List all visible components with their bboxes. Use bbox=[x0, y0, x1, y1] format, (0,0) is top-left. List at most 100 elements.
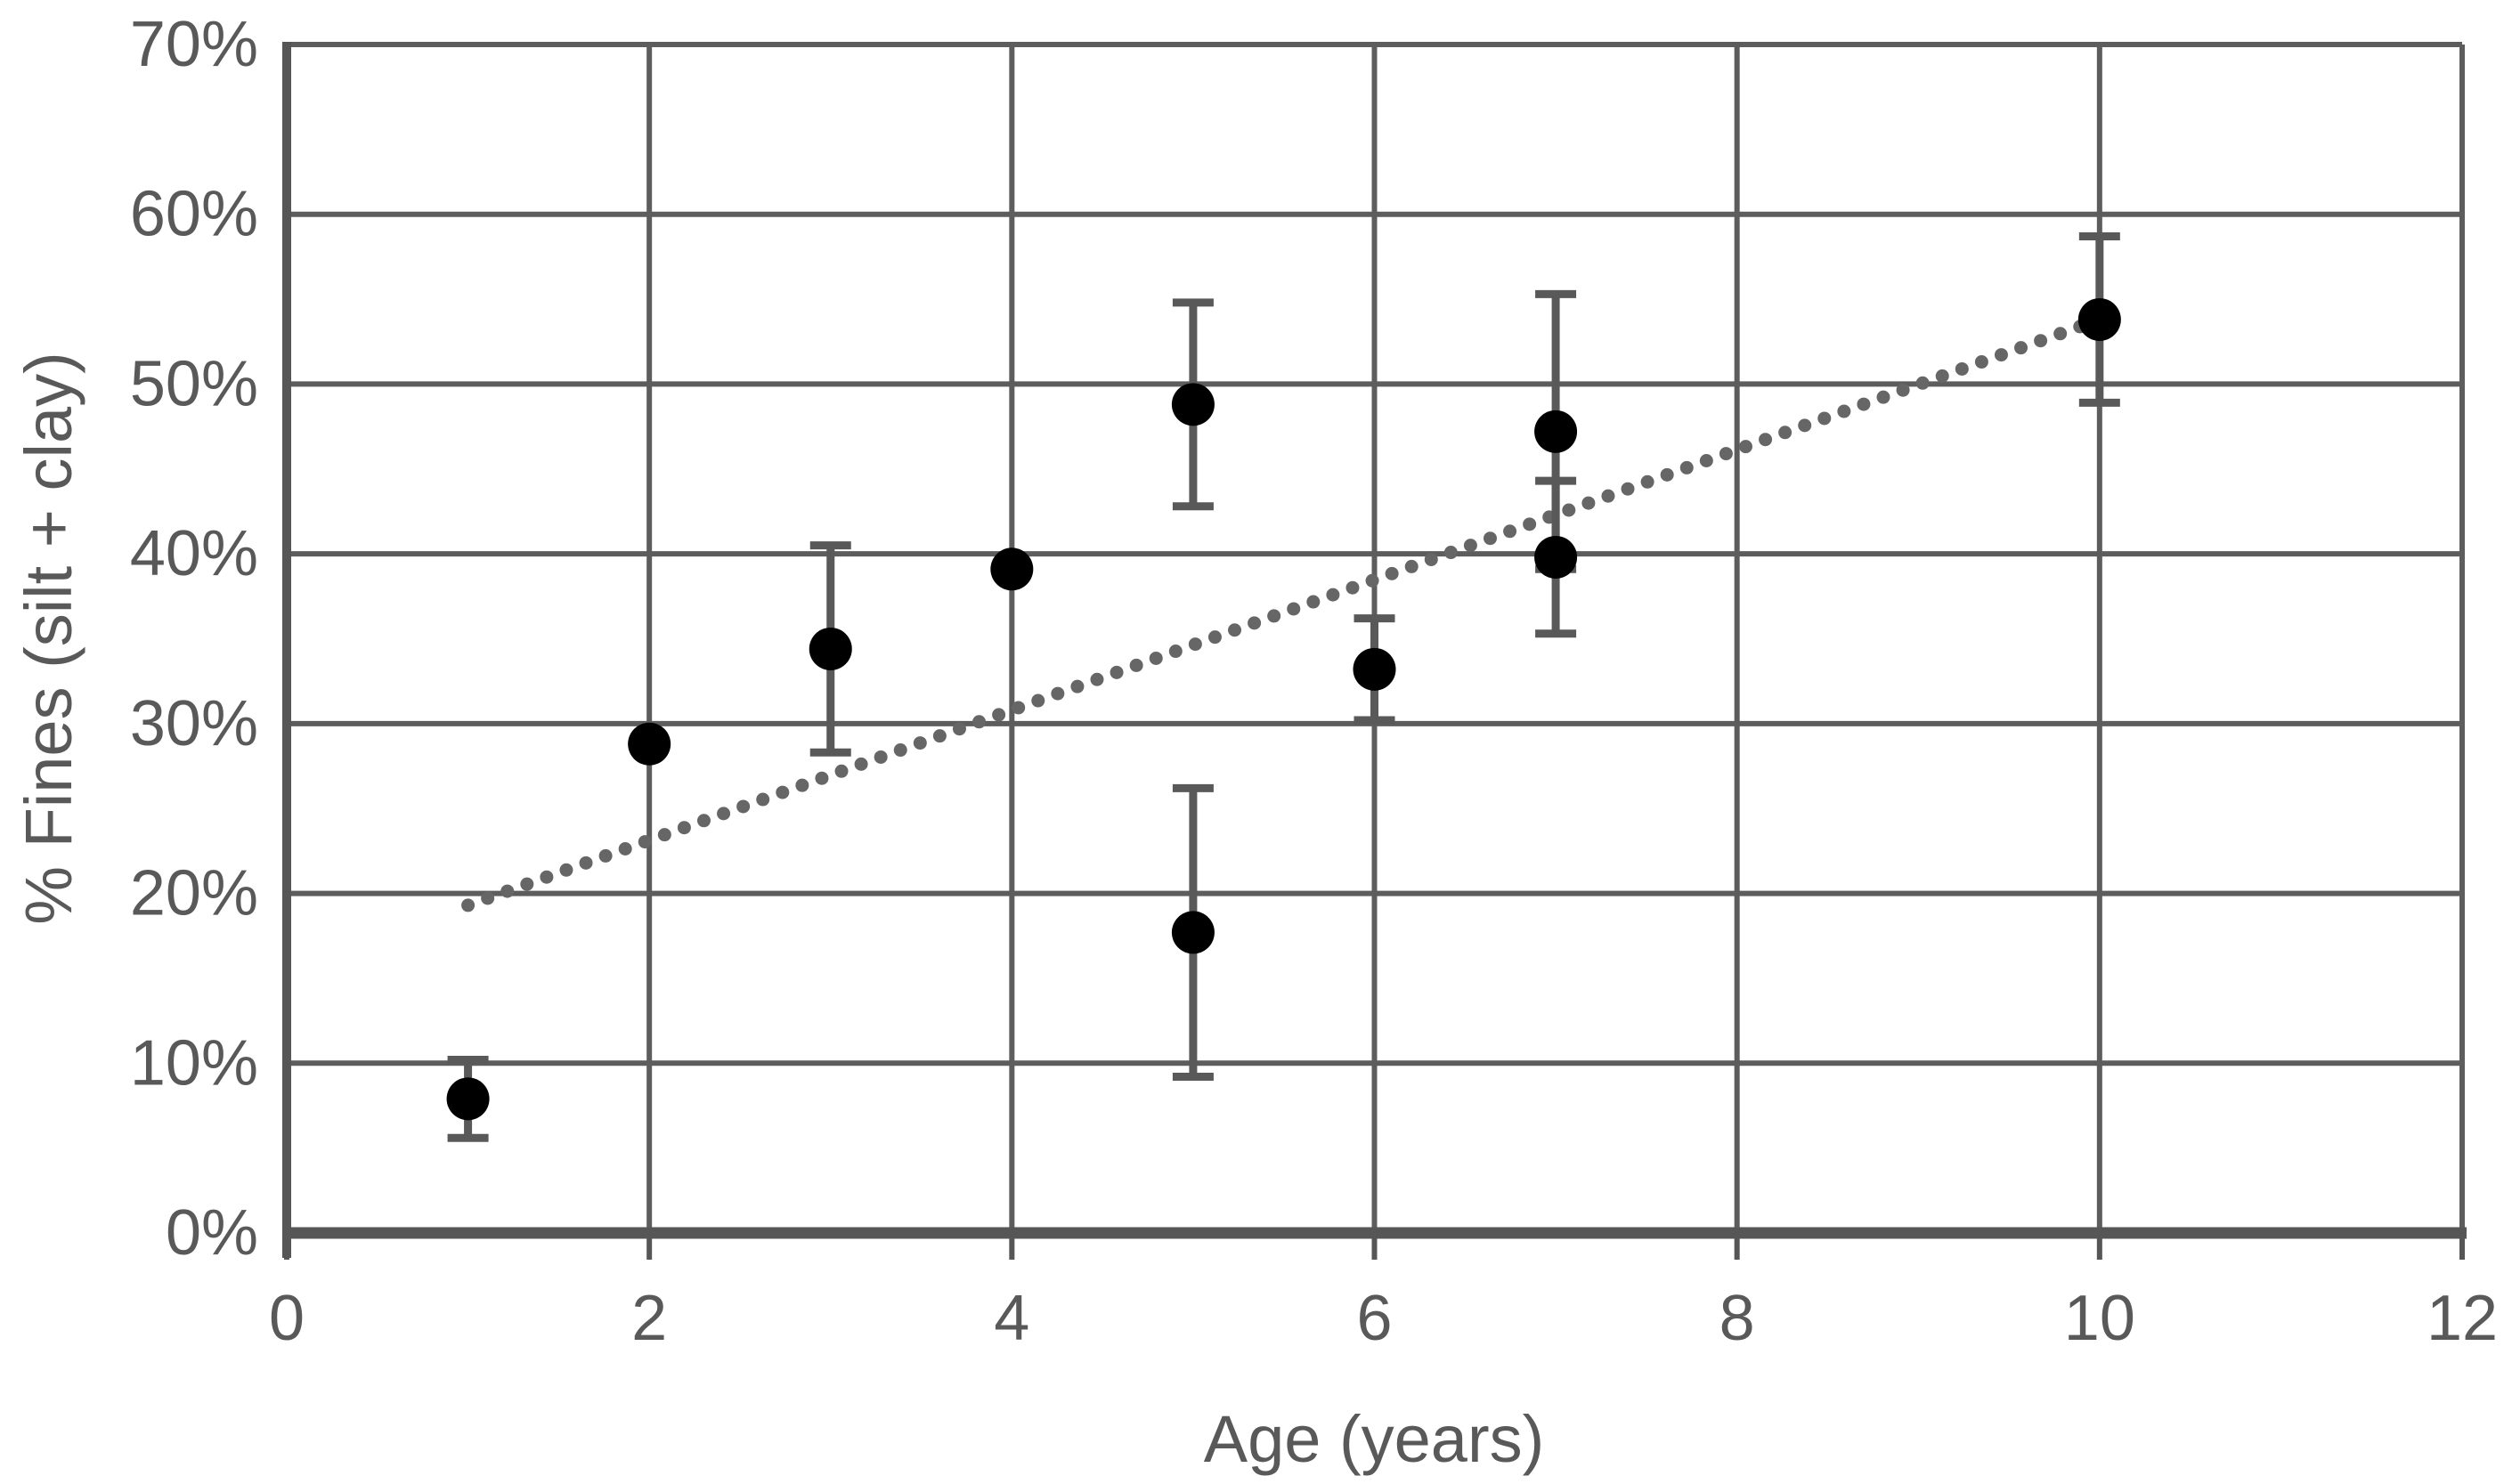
data-point bbox=[1171, 383, 1215, 426]
trendline-dot bbox=[1915, 376, 1930, 390]
trendline-dot bbox=[559, 863, 573, 877]
error-bars-group bbox=[447, 232, 2120, 1142]
trendline-dot bbox=[540, 870, 554, 884]
y-tick-label: 50% bbox=[130, 348, 258, 419]
x-tick-label: 12 bbox=[2427, 1283, 2498, 1354]
trendline-dot bbox=[1090, 672, 1104, 686]
trendline-dot bbox=[1149, 651, 1163, 665]
trendline-dot bbox=[1857, 397, 1871, 411]
trendline-dot bbox=[1817, 411, 1832, 426]
trendline-dot bbox=[1207, 630, 1222, 645]
data-point bbox=[1534, 535, 1578, 579]
trendline-dot bbox=[952, 722, 966, 736]
trendline-dot bbox=[1031, 693, 1045, 708]
y-tick-label: 40% bbox=[130, 518, 258, 589]
data-point bbox=[809, 627, 852, 670]
trendline-dot bbox=[520, 877, 534, 891]
trendline-dot bbox=[834, 764, 849, 778]
x-tick-label: 2 bbox=[631, 1283, 667, 1354]
trendline-dot bbox=[717, 807, 731, 821]
x-tick-label: 4 bbox=[994, 1283, 1029, 1354]
trendline-dot bbox=[638, 835, 652, 849]
trendline-dot bbox=[1110, 665, 1124, 679]
trendline-dot bbox=[1994, 348, 2008, 362]
y-tick-label: 30% bbox=[130, 688, 258, 759]
trendline-dot bbox=[1876, 390, 1890, 404]
trendline-dot bbox=[461, 898, 476, 912]
trendline-dot bbox=[913, 736, 927, 750]
trendline-group bbox=[461, 312, 2107, 912]
data-point bbox=[2077, 297, 2121, 341]
trendline-dot bbox=[932, 729, 947, 743]
y-tick-label: 70% bbox=[130, 9, 258, 80]
trendline-dot bbox=[1463, 539, 1477, 553]
trendline-dot bbox=[795, 778, 809, 792]
x-axis-title: Age (years) bbox=[1204, 1402, 1544, 1476]
trendline-dot bbox=[1385, 566, 1399, 580]
data-point bbox=[1353, 647, 1396, 691]
trendline-dot bbox=[1679, 460, 1694, 474]
trendline-dot bbox=[1523, 517, 1537, 531]
trendline-dot bbox=[1287, 602, 1301, 616]
trendline-dot bbox=[1503, 524, 1517, 539]
trendline-dot bbox=[1738, 440, 1752, 454]
trendline-dot bbox=[1699, 454, 1713, 468]
data-point bbox=[1534, 410, 1578, 453]
trendline-dot bbox=[1424, 552, 1438, 566]
data-point bbox=[628, 722, 671, 766]
trendline-dot bbox=[756, 792, 770, 807]
trendline-dot bbox=[1759, 433, 1773, 447]
trendline-dot bbox=[1326, 588, 1340, 602]
trendline-dot bbox=[1581, 496, 1596, 510]
trendline-dot bbox=[1129, 658, 1143, 672]
trendline-dot bbox=[500, 884, 515, 898]
trendline-dot bbox=[1837, 404, 1851, 418]
trendline-dot bbox=[1306, 595, 1321, 609]
trendline-dot bbox=[481, 891, 495, 905]
trendline-dot bbox=[1896, 383, 1910, 397]
trendline-dot bbox=[874, 750, 888, 764]
trendline-dot bbox=[815, 771, 829, 785]
trendline-dot bbox=[696, 814, 711, 828]
trendline-dot bbox=[1483, 531, 1497, 546]
trendline-dot bbox=[1798, 418, 1812, 433]
trendline-dot bbox=[2014, 341, 2028, 355]
trendline-dot bbox=[1660, 467, 1674, 482]
x-tick-label: 8 bbox=[1719, 1283, 1755, 1354]
trendline-dot bbox=[1601, 489, 1615, 503]
trendline-dot bbox=[1974, 355, 1988, 369]
data-point bbox=[446, 1077, 490, 1121]
trendline-dot bbox=[992, 708, 1006, 722]
trendline-dot bbox=[1404, 559, 1419, 573]
x-tick-label: 6 bbox=[1356, 1283, 1392, 1354]
trendline-dot bbox=[618, 842, 632, 856]
trendline-dot bbox=[1621, 482, 1635, 496]
trendline-dot bbox=[1188, 637, 1202, 652]
trendline-dot bbox=[677, 821, 691, 835]
y-axis-title: % Fines (silt + clay) bbox=[12, 352, 85, 925]
trendline-dot bbox=[1955, 361, 1969, 376]
trendline-dot bbox=[2053, 327, 2068, 341]
data-point bbox=[1171, 911, 1215, 954]
trendline-dot bbox=[1365, 573, 1379, 588]
trendline-dot bbox=[1562, 503, 1576, 517]
trendline-dot bbox=[1248, 616, 1262, 630]
trendline-dot bbox=[2034, 334, 2048, 348]
trendline-dot bbox=[972, 715, 987, 729]
x-tick-label: 0 bbox=[269, 1283, 305, 1354]
trendline-dot bbox=[1778, 426, 1793, 440]
trendline-dot bbox=[1168, 645, 1183, 659]
trendline-dot bbox=[598, 848, 613, 863]
y-tick-label: 60% bbox=[130, 179, 258, 250]
y-tick-label: 0% bbox=[166, 1197, 258, 1269]
y-tick-label: 10% bbox=[130, 1027, 258, 1099]
trendline-dot bbox=[736, 799, 751, 814]
trendline-dot bbox=[1228, 623, 1242, 637]
trendline-dot bbox=[1070, 679, 1085, 693]
trendline-dot bbox=[1345, 580, 1360, 595]
x-tickmarks-group bbox=[284, 1233, 2465, 1260]
trendline-dot bbox=[1640, 474, 1654, 489]
trendline-dot bbox=[1719, 447, 1733, 461]
